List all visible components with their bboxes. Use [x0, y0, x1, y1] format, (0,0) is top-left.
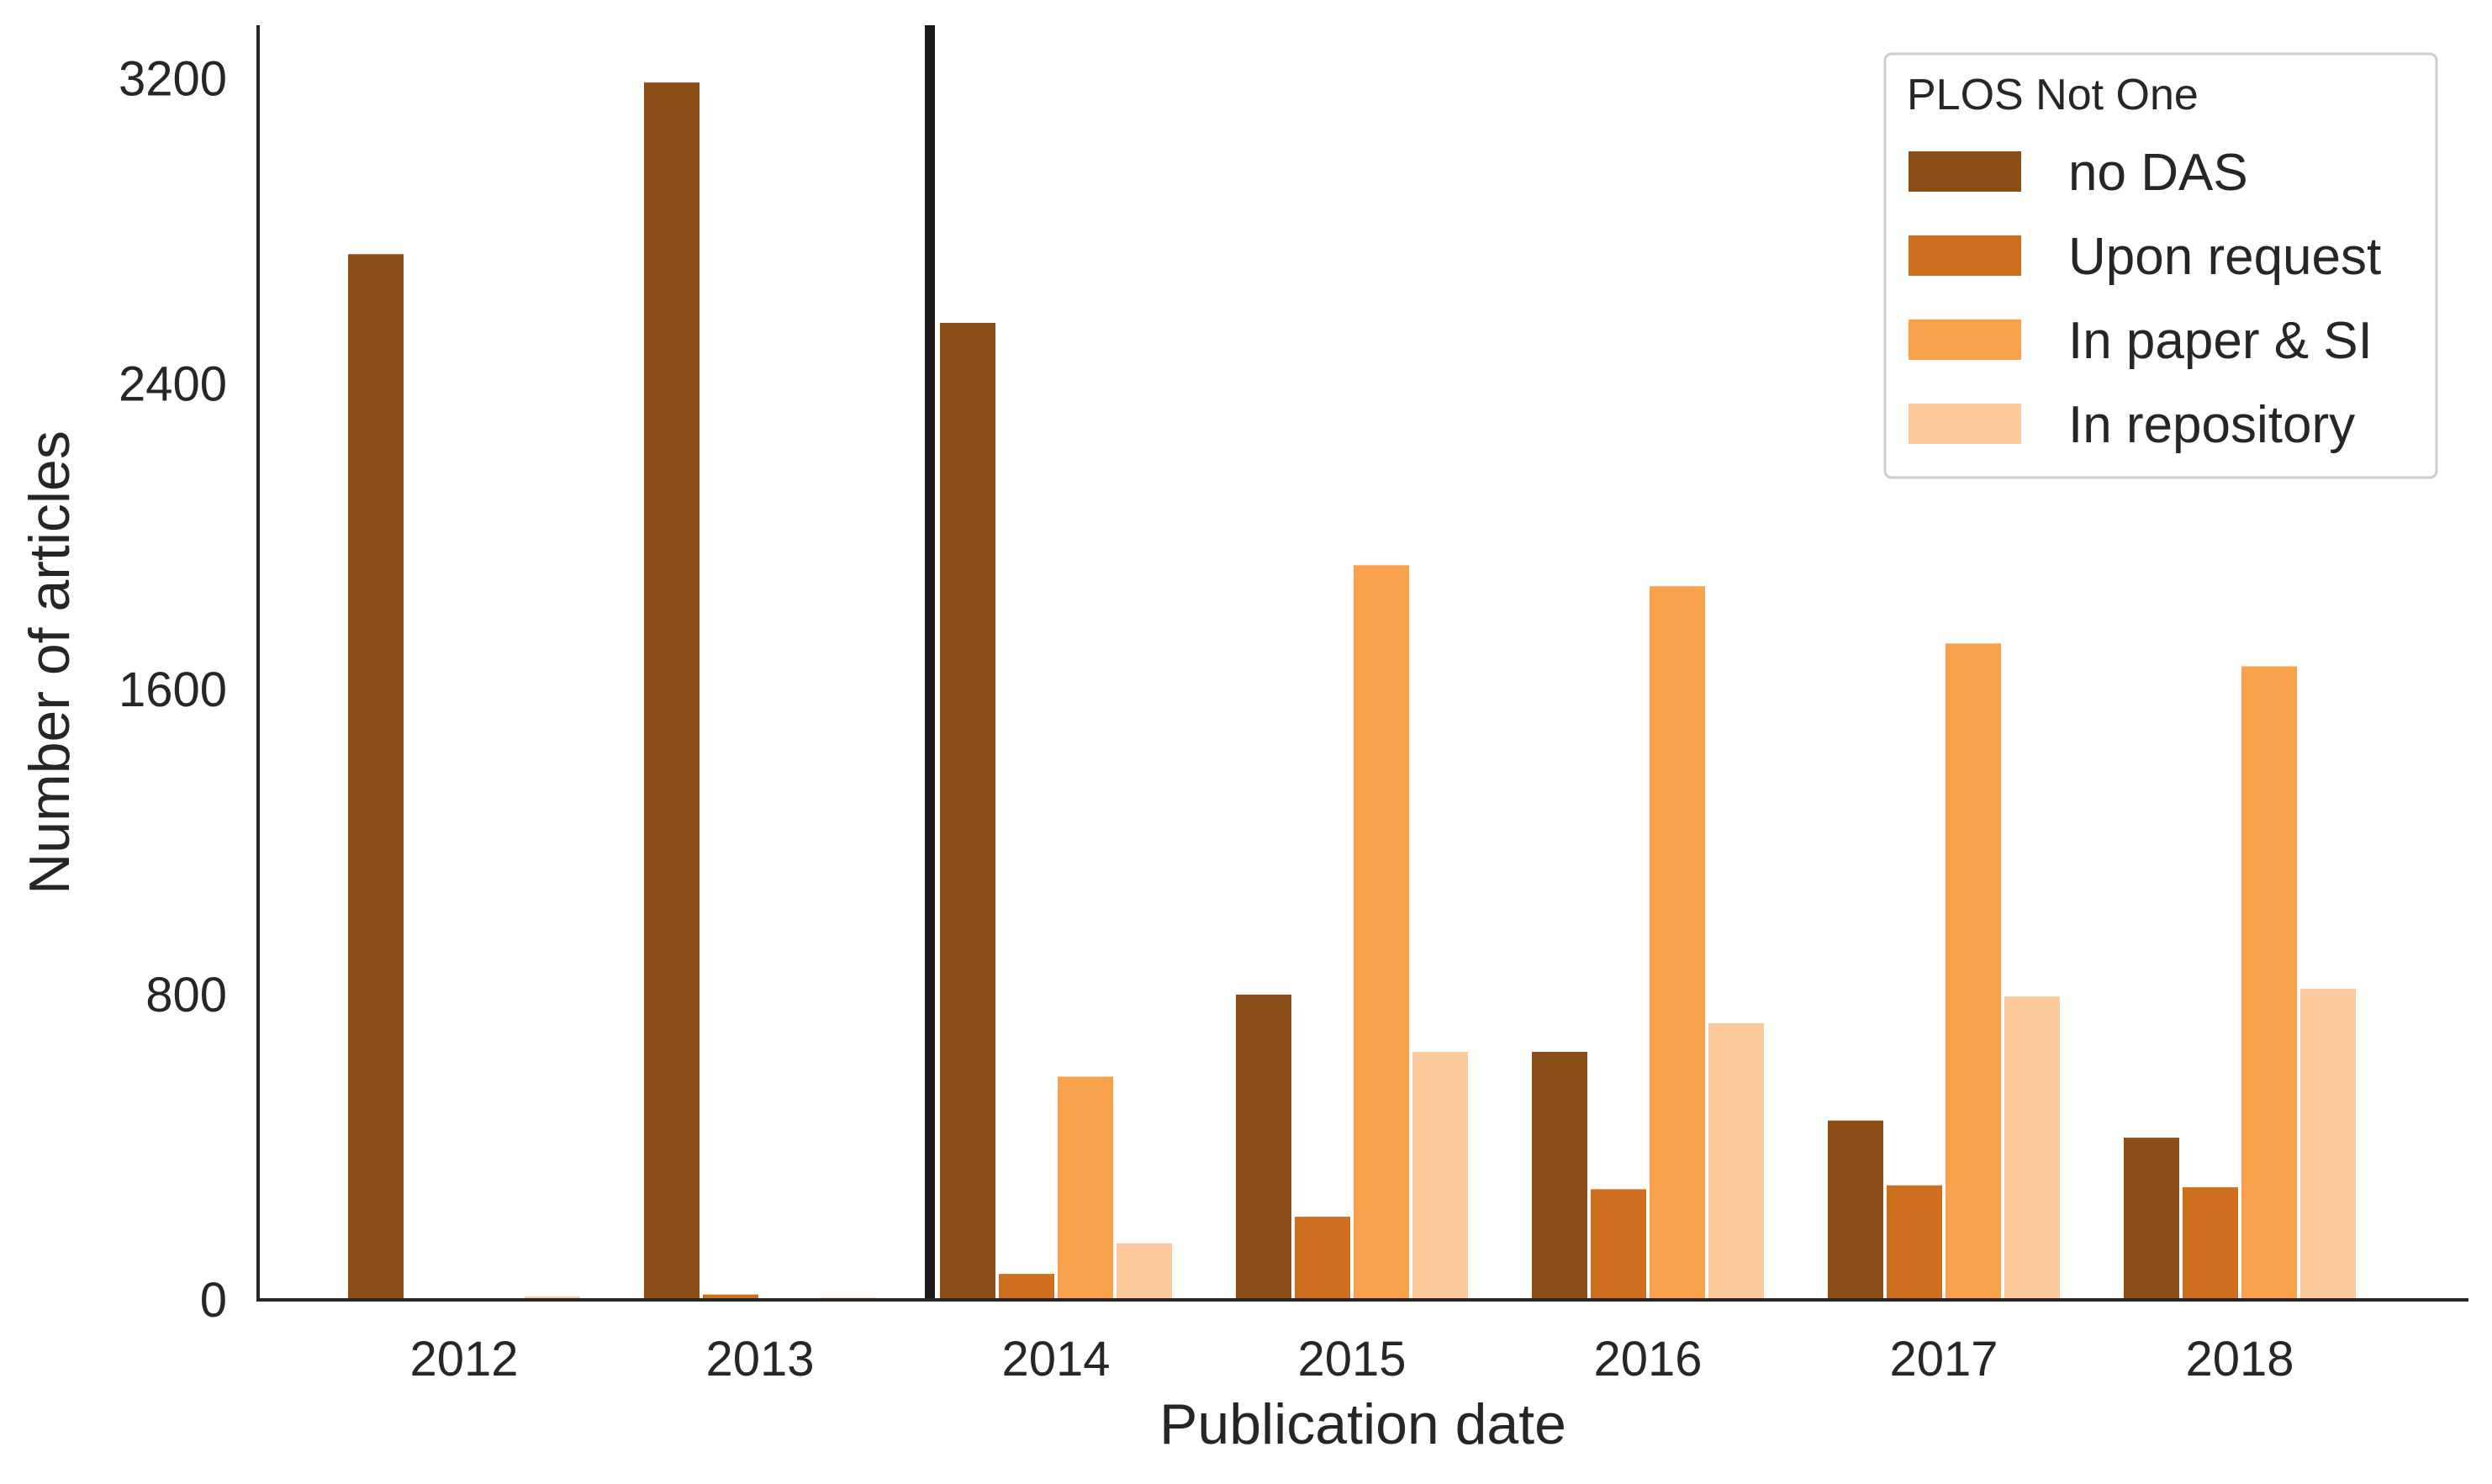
- x-tick-label: 2017: [1889, 1332, 1998, 1386]
- bar-2018-upon-request: [2183, 1187, 2238, 1300]
- bar-2015-in-repository: [1412, 1052, 1468, 1300]
- legend-swatch: [1909, 151, 2021, 192]
- x-tick-labels: 2012 2013 2014 2015 2016 2017 2018: [409, 1332, 2294, 1386]
- y-tick-label: 0: [200, 1273, 227, 1328]
- legend: PLOS Not One no DAS Upon request In paper …: [1883, 52, 2438, 479]
- y-tick-label: 800: [145, 968, 227, 1022]
- x-tick-label: 2016: [1593, 1332, 1702, 1386]
- legend-frame: [1883, 52, 2438, 479]
- y-axis-label: Number of articles: [18, 430, 82, 895]
- legend-swatch: [1909, 404, 2021, 444]
- y-tick-label: 3200: [119, 52, 227, 107]
- bar-2015-upon-request: [1295, 1217, 1350, 1300]
- x-tick-label: 2014: [1001, 1332, 1110, 1386]
- bar-2013-no-das: [644, 82, 700, 1301]
- legend-title: PLOS Not One: [1907, 71, 2199, 119]
- bar-2016-in-repository: [1708, 1022, 1764, 1300]
- legend-label: In paper & SI: [2068, 312, 2373, 370]
- x-tick-label: 2013: [705, 1332, 814, 1386]
- legend-swatch: [1909, 320, 2021, 360]
- bar-2018-no-das: [2124, 1138, 2179, 1300]
- bar-2014-in-repository: [1117, 1243, 1172, 1300]
- bar-2014-upon-request: [999, 1274, 1054, 1300]
- bar-2018-in-repository: [2300, 989, 2356, 1300]
- bar-2014-in-paper-si: [1058, 1076, 1113, 1300]
- bar-2015-in-paper-si: [1354, 565, 1409, 1300]
- legend-label: no DAS: [2068, 144, 2248, 202]
- bar-2012-in-repository: [525, 1296, 580, 1300]
- x-axis-label: Publication date: [1159, 1392, 1566, 1456]
- bar-2016-no-das: [1532, 1052, 1587, 1300]
- legend-entries: no DAS Upon request In paper & SI In reposi…: [1909, 144, 2381, 454]
- x-tick-label: 2012: [409, 1332, 518, 1386]
- bar-2014-no-das: [940, 323, 995, 1300]
- bar-2018-in-paper-si: [2241, 666, 2297, 1300]
- bar-2017-in-paper-si: [1946, 643, 2001, 1300]
- legend-label: In repository: [2068, 396, 2355, 454]
- x-tick-label: 2015: [1297, 1332, 1406, 1386]
- y-tick-labels: 0 800 1600 2400 3200: [119, 52, 227, 1328]
- bar-2013-upon-request: [703, 1294, 758, 1300]
- bar-2015-no-das: [1236, 994, 1291, 1300]
- y-tick-label: 1600: [119, 663, 227, 717]
- legend-label: Upon request: [2068, 228, 2381, 286]
- bar-2017-upon-request: [1887, 1185, 1942, 1300]
- x-tick-label: 2018: [2185, 1332, 2294, 1386]
- bar-2017-no-das: [1828, 1120, 1883, 1300]
- bar-2016-in-paper-si: [1650, 586, 1705, 1300]
- bar-2016-upon-request: [1591, 1189, 1646, 1300]
- y-tick-label: 2400: [119, 357, 227, 412]
- bars-layer: [348, 82, 2356, 1301]
- bar-2017-in-repository: [2004, 996, 2060, 1300]
- legend-swatch: [1909, 235, 2021, 276]
- bar-2012-no-das: [348, 254, 404, 1300]
